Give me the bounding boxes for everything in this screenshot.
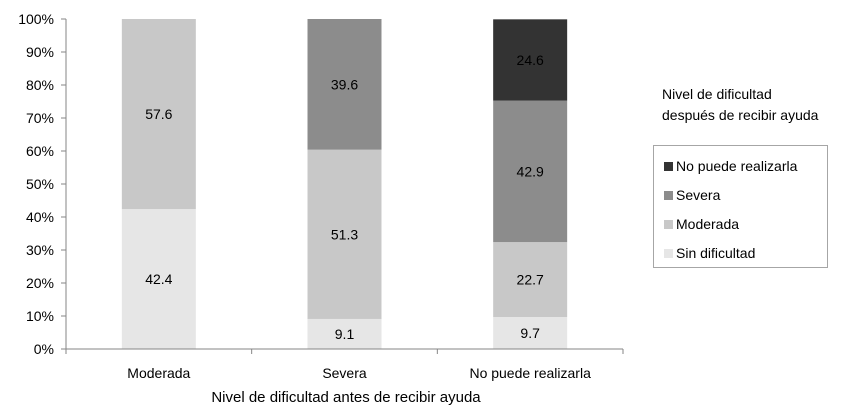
y-tick-label: 60%	[26, 143, 54, 159]
y-tick-label: 50%	[26, 176, 54, 192]
bar-segment	[307, 318, 382, 349]
bar-segment	[307, 19, 382, 150]
legend-item: Severa	[664, 187, 720, 203]
bar-segment	[121, 19, 196, 210]
y-tick-label: 40%	[26, 209, 54, 225]
legend-label: Moderada	[676, 216, 740, 232]
y-axis: 0% 10% 20% 30% 40% 50% 60% 70% 80% 90% 100%	[18, 11, 67, 357]
data-label: 22.7	[517, 272, 544, 288]
bars-group	[121, 19, 568, 349]
legend-title: Nivel de dificultad después de recibir a…	[662, 84, 818, 126]
bar-segment	[307, 149, 382, 319]
data-label: 9.7	[520, 325, 540, 341]
legend-title-line1: Nivel de dificultad	[662, 86, 772, 102]
x-tick-label: Severa	[322, 365, 367, 381]
data-label: 42.9	[517, 163, 544, 179]
legend-label: Severa	[676, 187, 721, 203]
y-tick-label: 20%	[26, 275, 54, 291]
legend-item: Sin dificultad	[664, 245, 755, 261]
bar-segment	[121, 209, 196, 349]
y-tick-label: 90%	[26, 44, 54, 60]
legend-swatch	[664, 161, 673, 171]
y-tick-label: 70%	[26, 110, 54, 126]
bar-segment	[493, 242, 568, 317]
data-label: 24.6	[517, 52, 544, 68]
legend-swatch	[664, 219, 673, 229]
x-tick-label: Moderada	[127, 365, 190, 381]
x-tick-label: No puede realizarla	[469, 365, 591, 381]
y-tick-label: 30%	[26, 242, 54, 258]
x-axis: Moderada Severa No puede realizarla	[65, 348, 624, 381]
legend-label: No puede realizarla	[676, 158, 798, 174]
bar-segment	[493, 316, 568, 349]
data-label: 42.4	[145, 271, 172, 287]
y-tick-label: 100%	[18, 11, 54, 27]
y-tick-label: 80%	[26, 77, 54, 93]
legend-label: Sin dificultad	[676, 245, 756, 261]
legend-swatch	[664, 190, 673, 200]
legend-title-line2: después de recibir ayuda	[662, 107, 819, 123]
x-axis-title: Nivel de dificultad antes de recibir ayu…	[211, 389, 481, 406]
legend-item: No puede realizarla	[664, 158, 797, 174]
y-tick-label: 0%	[34, 341, 54, 357]
y-tick-label: 10%	[26, 308, 54, 324]
legend-item: Moderada	[664, 216, 739, 232]
data-label: 39.6	[331, 76, 358, 92]
data-labels-group: 42.4 57.6 9.1 51.3 39.6 9.7 22.7 42.9 24.6	[145, 52, 544, 342]
legend-swatch	[664, 248, 673, 258]
bar-segment	[493, 100, 568, 243]
data-label: 51.3	[331, 226, 358, 242]
bar-segment	[493, 19, 568, 101]
data-label: 57.6	[145, 106, 172, 122]
data-label: 9.1	[335, 326, 355, 342]
legend: No puede realizarla Severa Moderada Sin dif…	[653, 145, 828, 268]
